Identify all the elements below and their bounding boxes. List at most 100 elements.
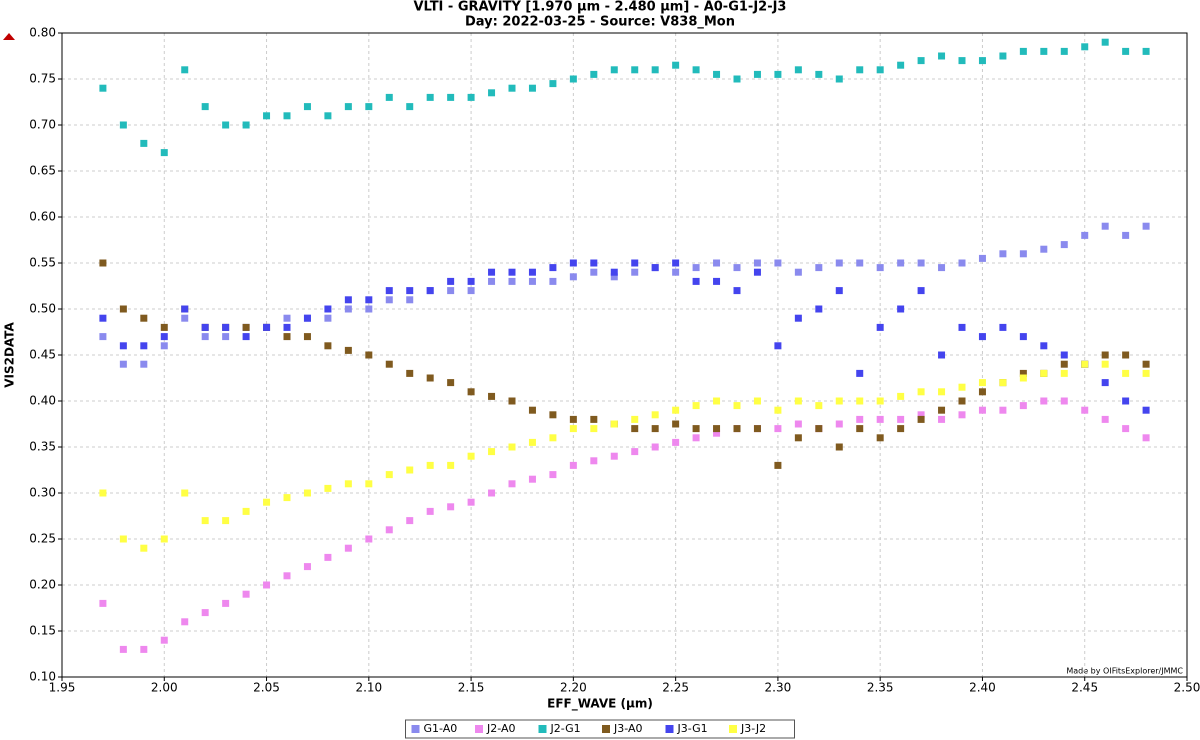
legend-box [405,719,795,739]
point [692,277,700,285]
point [692,66,700,74]
point [569,75,577,83]
point [283,333,291,341]
point [406,103,414,111]
annotation: Made by OIFitsExplorer/JMMC [1066,667,1183,676]
point [1101,379,1109,387]
point [876,323,884,331]
y-tick-label: 0.55 [29,256,56,270]
x-tick-label: 2.05 [253,681,280,695]
point [1019,250,1027,258]
point [897,392,905,400]
point [160,535,168,543]
point [835,443,843,451]
point [958,397,966,405]
point [999,250,1007,258]
point [99,333,107,341]
point [365,305,373,313]
point [263,498,271,506]
point [672,268,680,276]
point [283,494,291,502]
x-tick-label: 2.40 [969,681,996,695]
point [815,425,823,433]
point [303,489,311,497]
point [917,411,925,419]
point [488,392,496,400]
point [774,342,782,350]
point [242,333,250,341]
point [876,415,884,423]
point [488,268,496,276]
point [631,448,639,456]
point [140,342,148,350]
point [426,507,434,515]
point [1060,369,1068,377]
point [140,360,148,368]
point [897,61,905,69]
point [651,443,659,451]
point [447,379,455,387]
point [1101,351,1109,359]
legend-label: J2-A0 [486,722,516,735]
point [1142,406,1150,414]
y-axis-label: VIS2DATA [3,321,17,387]
point [569,259,577,267]
point [160,342,168,350]
point [201,103,209,111]
point [856,259,864,267]
zoom-icon [3,33,15,40]
x-tick-label: 2.00 [151,681,178,695]
plot-frame [61,32,1188,678]
point [569,461,577,469]
point [99,314,107,322]
point [938,264,946,272]
point [733,402,741,410]
point [590,259,598,267]
point [324,484,332,492]
point [488,89,496,97]
point [549,277,557,285]
point [119,360,127,368]
point [1081,360,1089,368]
point [590,70,598,78]
point [1122,397,1130,405]
point [160,333,168,341]
point [508,84,516,92]
point [1060,351,1068,359]
point [753,425,761,433]
point [631,66,639,74]
point [631,415,639,423]
point [140,139,148,147]
point [99,259,107,267]
point [344,296,352,304]
point [508,480,516,488]
point [242,121,250,129]
point [1040,369,1048,377]
legend-label: G1-A0 [424,722,458,735]
point [856,415,864,423]
point [835,420,843,428]
point [549,434,557,442]
point [344,480,352,488]
point [263,112,271,120]
point [344,305,352,313]
point [303,333,311,341]
point [406,369,414,377]
point [917,57,925,65]
point [181,314,189,322]
point [406,296,414,304]
point [651,411,659,419]
point [1122,425,1130,433]
point [99,84,107,92]
point [876,397,884,405]
point [1040,342,1048,350]
point [447,503,455,511]
point [1081,231,1089,239]
point [201,333,209,341]
chart-title: VLTI - GRAVITY [1.970 µm - 2.480 µm] - A… [414,0,787,15]
point [1060,47,1068,55]
point [590,425,598,433]
point [631,425,639,433]
point [815,264,823,272]
point [753,259,761,267]
